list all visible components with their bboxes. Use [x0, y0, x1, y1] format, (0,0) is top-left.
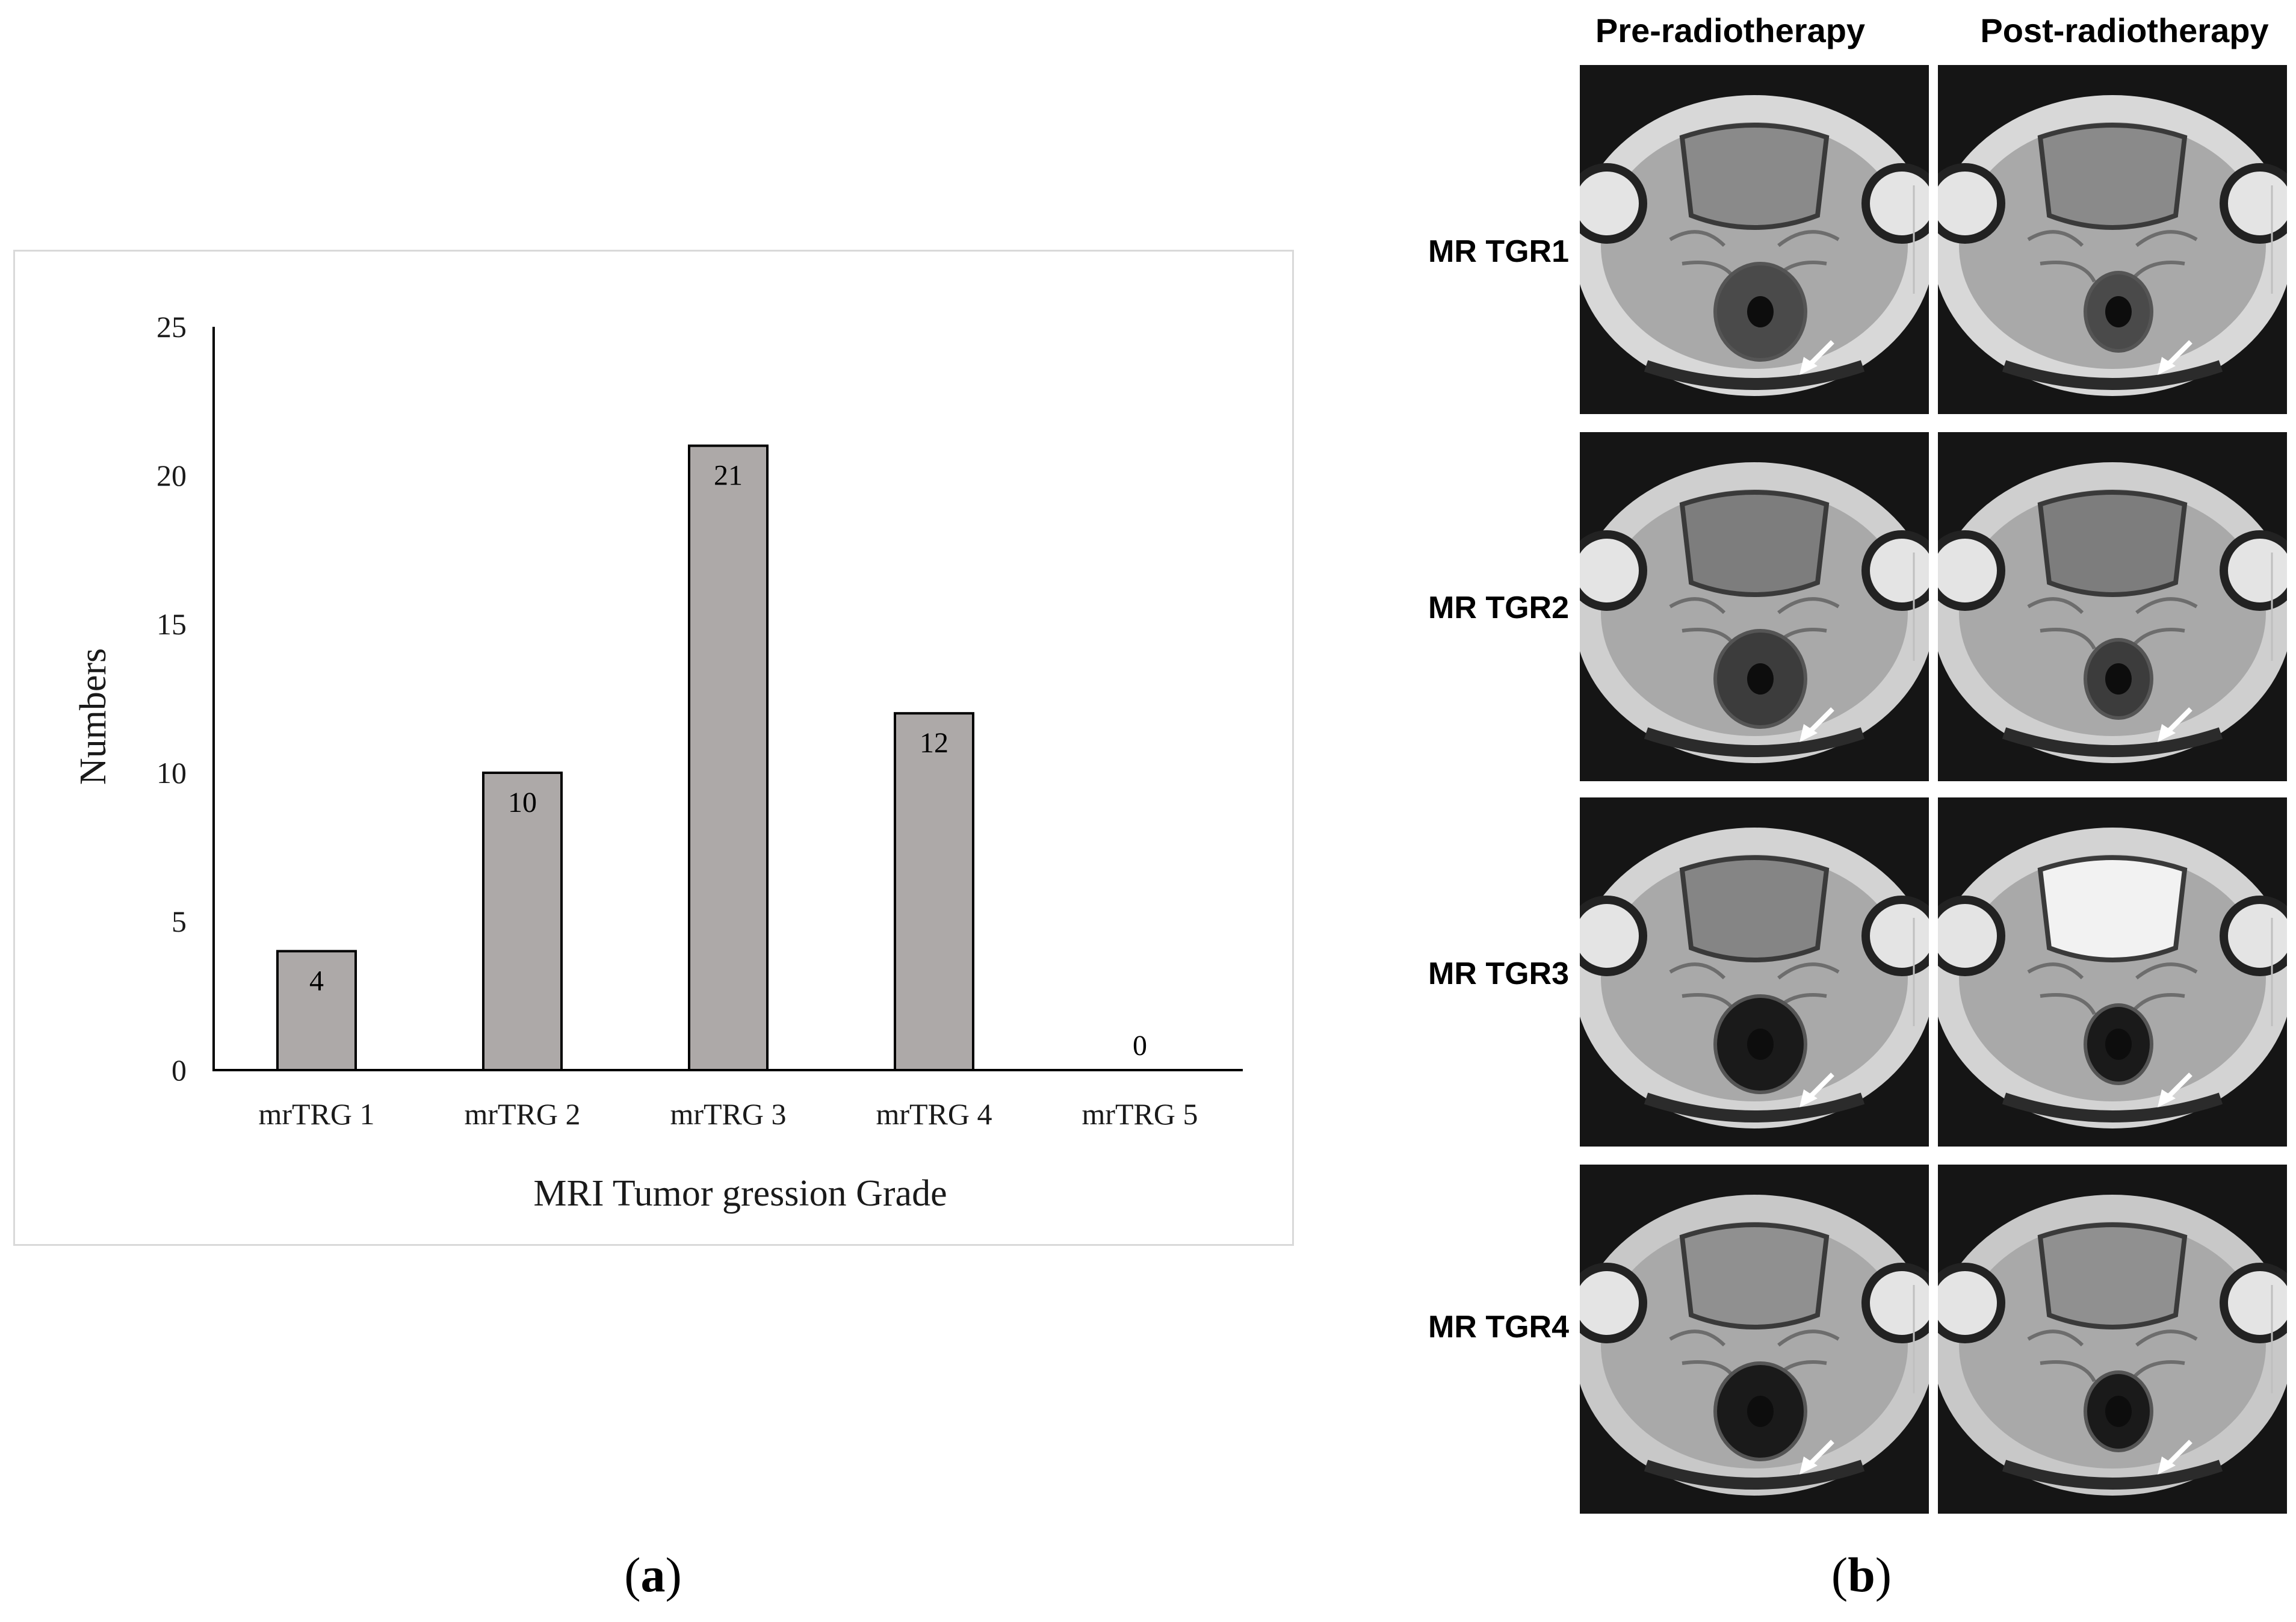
y-tick-label-15: 15 — [156, 607, 187, 641]
y-axis-title: Numbers — [73, 648, 114, 785]
y-tick-label-20: 20 — [156, 459, 187, 492]
data-label-3: 21 — [714, 460, 743, 492]
mri-image-pre-tgr2 — [1580, 432, 1929, 781]
bar-4 — [894, 712, 974, 1071]
mri-image-post-tgr4 — [1938, 1165, 2287, 1514]
mri-image-pre-tgr3 — [1580, 797, 1929, 1147]
column-header-post: Post-radiotherapy — [1980, 11, 2269, 49]
mri-image-post-tgr3 — [1938, 797, 2287, 1147]
mri-image-pre-tgr1 — [1580, 65, 1929, 414]
y-tick-label-0: 0 — [172, 1053, 187, 1087]
data-label-4: 12 — [920, 727, 948, 759]
x-tick-label-3: mrTRG 3 — [670, 1097, 786, 1131]
row-label-tgr2: MR TGR2 — [1428, 590, 1569, 625]
column-header-pre: Pre-radiotherapy — [1595, 11, 1866, 49]
bar-3 — [688, 444, 769, 1072]
data-label-2: 10 — [508, 787, 537, 819]
bar-chart: 4 mrTRG 1 10 mrTRG 2 21 mrTRG 3 12 mrTRG 4 0 mrTR… — [73, 310, 1243, 1214]
x-axis-title: MRI Tumor gression Grade — [533, 1173, 947, 1214]
x-tick-label-1: mrTRG 1 — [258, 1097, 374, 1131]
y-tick-label-25: 25 — [156, 310, 187, 344]
y-tick-label-5: 5 — [172, 905, 187, 938]
mri-image-post-tgr2 — [1938, 432, 2287, 781]
y-tick-label-10: 10 — [156, 756, 187, 790]
bar-2 — [482, 772, 563, 1071]
x-tick-label-2: mrTRG 2 — [464, 1097, 580, 1131]
row-label-tgr1: MR TGR1 — [1428, 234, 1569, 269]
panel-letter-b: b — [1848, 1547, 1875, 1602]
bar-chart-frame: 4 mrTRG 1 10 mrTRG 2 21 mrTRG 3 12 mrTRG 4 0 mrTR… — [13, 250, 1294, 1246]
data-label-1: 4 — [309, 965, 324, 997]
panel-label-a: (a) — [624, 1547, 682, 1602]
mri-image-pre-tgr4 — [1580, 1165, 1929, 1514]
panel-label-b: (b) — [1831, 1547, 1892, 1602]
bar-1 — [276, 950, 357, 1072]
x-tick-label-5: mrTRG 5 — [1081, 1097, 1198, 1131]
row-label-tgr3: MR TGR3 — [1428, 956, 1569, 991]
mri-image-post-tgr1 — [1938, 65, 2287, 414]
panel-letter-a: a — [640, 1547, 666, 1602]
x-tick-label-4: mrTRG 4 — [876, 1097, 992, 1131]
row-label-tgr4: MR TGR4 — [1428, 1310, 1569, 1345]
data-label-5: 0 — [1133, 1030, 1147, 1062]
